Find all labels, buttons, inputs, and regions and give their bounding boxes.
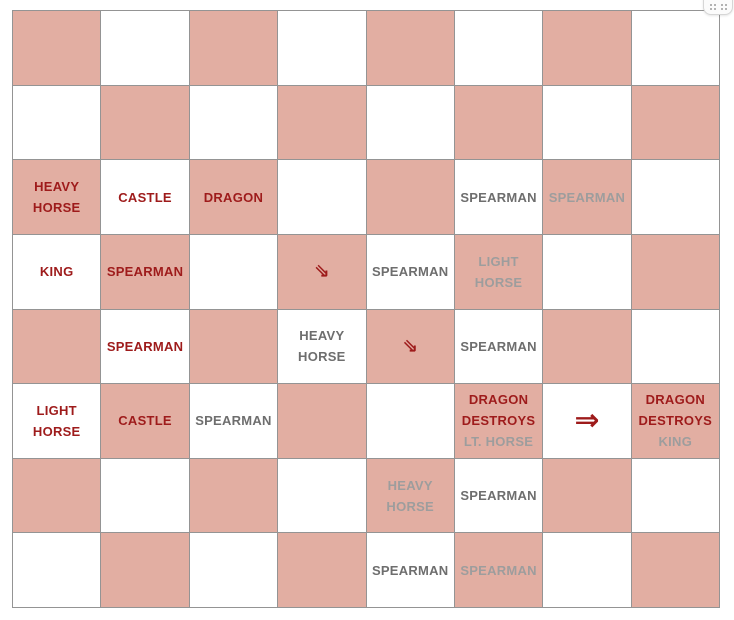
board-cell[interactable]: DRAGON xyxy=(189,160,278,234)
piece-spearman: SPEARMAN xyxy=(195,413,272,429)
board-cell[interactable] xyxy=(366,384,454,458)
piece-spearman: SPEARMAN xyxy=(371,562,449,578)
board-cell[interactable] xyxy=(278,384,366,458)
board-cell[interactable] xyxy=(101,458,189,533)
board-cell[interactable] xyxy=(543,533,631,607)
piece-king: KING xyxy=(39,264,74,280)
board-cell[interactable] xyxy=(189,85,278,160)
piece-light-horse: LIGHT HORSE xyxy=(474,253,523,290)
board-cell[interactable]: KING xyxy=(13,234,101,309)
piece-dragon-destroys-lt-horse: DRAGON DESTROYS LT. HORSE xyxy=(461,392,536,450)
board-cell[interactable] xyxy=(543,309,631,384)
board-cell[interactable]: SPEARMAN xyxy=(454,309,543,384)
board-cell[interactable]: HEAVY HORSE xyxy=(13,160,101,234)
piece-spearman: SPEARMAN xyxy=(460,189,537,205)
board-cell[interactable] xyxy=(631,160,719,234)
piece-spearman: SPEARMAN xyxy=(106,264,184,280)
board-cell[interactable] xyxy=(454,85,543,160)
board-cell[interactable]: CASTLE xyxy=(101,160,189,234)
board-cell[interactable] xyxy=(454,11,543,85)
board-cell[interactable] xyxy=(189,234,278,309)
board-cell[interactable]: SPEARMAN xyxy=(366,533,454,607)
piece-light-horse: LIGHT HORSE xyxy=(32,402,81,439)
board-cell[interactable] xyxy=(278,458,366,533)
game-board: HEAVY HORSE CASTLE DRAGON SPEARMAN SPEARMAN KI… xyxy=(12,10,720,608)
board-cell[interactable] xyxy=(278,160,366,234)
board-cell[interactable] xyxy=(189,11,278,85)
piece-heavy-horse: HEAVY HORSE xyxy=(386,477,434,514)
board-cell[interactable] xyxy=(366,160,454,234)
board-cell[interactable]: SPEARMAN xyxy=(101,309,189,384)
board-cell[interactable] xyxy=(543,458,631,533)
board-cell[interactable] xyxy=(189,309,278,384)
piece-spearman: SPEARMAN xyxy=(460,488,537,504)
board-cell[interactable]: ⇒ xyxy=(543,384,631,458)
board-cell[interactable]: LIGHT HORSE xyxy=(13,384,101,458)
piece-heavy-horse: HEAVY HORSE xyxy=(298,328,346,365)
board-cell[interactable] xyxy=(13,533,101,607)
board-cell[interactable] xyxy=(13,309,101,384)
board-cell[interactable]: SPEARMAN xyxy=(189,384,278,458)
drag-dots-icon xyxy=(709,4,716,10)
double-right-arrow-icon: ⇒ xyxy=(574,402,600,438)
board-cell[interactable] xyxy=(631,309,719,384)
southeast-arrow-icon: ⇘ xyxy=(313,260,330,283)
board-cell[interactable] xyxy=(366,11,454,85)
board-cell[interactable] xyxy=(631,234,719,309)
piece-heavy-horse: HEAVY HORSE xyxy=(32,179,81,216)
board-cell[interactable]: SPEARMAN xyxy=(101,234,189,309)
piece-spearman: SPEARMAN xyxy=(460,562,537,578)
board-cell[interactable]: SPEARMAN xyxy=(454,458,543,533)
board-cell[interactable] xyxy=(189,533,278,607)
board-cell[interactable]: ⇘ xyxy=(278,234,366,309)
board-cell[interactable] xyxy=(278,85,366,160)
board-cell[interactable] xyxy=(101,11,189,85)
board-cell[interactable]: LIGHT HORSE xyxy=(454,234,543,309)
scroll-corner-widget[interactable] xyxy=(703,0,733,15)
board-cell[interactable] xyxy=(543,234,631,309)
board-cell[interactable]: HEAVY HORSE xyxy=(278,309,366,384)
board-cell[interactable] xyxy=(278,11,366,85)
piece-spearman: SPEARMAN xyxy=(371,264,449,280)
board-cell[interactable]: CASTLE xyxy=(101,384,189,458)
piece-spearman: SPEARMAN xyxy=(460,338,537,354)
board-cell[interactable] xyxy=(631,533,719,607)
board-cell[interactable] xyxy=(13,85,101,160)
board-cell[interactable]: SPEARMAN xyxy=(366,234,454,309)
board-cell[interactable] xyxy=(366,85,454,160)
board-cell[interactable] xyxy=(189,458,278,533)
piece-dragon-destroys-king: DRAGON DESTROYS KING xyxy=(638,392,713,450)
board-cell[interactable] xyxy=(13,11,101,85)
board-cell[interactable] xyxy=(543,85,631,160)
board-cell[interactable] xyxy=(631,85,719,160)
piece-spearman: SPEARMAN xyxy=(548,189,626,205)
board-cell[interactable] xyxy=(278,533,366,607)
piece-dragon: DRAGON xyxy=(203,189,264,205)
board-cell[interactable]: HEAVY HORSE xyxy=(366,458,454,533)
board-cell[interactable] xyxy=(631,11,719,85)
board-cell[interactable] xyxy=(13,458,101,533)
piece-castle: CASTLE xyxy=(118,413,172,429)
board-cell[interactable]: SPEARMAN xyxy=(543,160,631,234)
southeast-arrow-icon: ⇘ xyxy=(402,334,419,357)
board-cell[interactable] xyxy=(101,85,189,160)
board-cell[interactable]: ⇘ xyxy=(366,309,454,384)
board-cell[interactable]: DRAGON DESTROYS KING xyxy=(631,384,719,458)
board-cell[interactable]: DRAGON DESTROYS LT. HORSE xyxy=(454,384,543,458)
board-cell[interactable]: SPEARMAN xyxy=(454,533,543,607)
board-cell[interactable] xyxy=(543,11,631,85)
piece-castle: CASTLE xyxy=(118,189,172,205)
board-cell[interactable] xyxy=(101,533,189,607)
board-cell[interactable] xyxy=(631,458,719,533)
drag-dots-icon xyxy=(720,4,727,10)
board-cell[interactable]: SPEARMAN xyxy=(454,160,543,234)
piece-spearman: SPEARMAN xyxy=(106,338,184,354)
